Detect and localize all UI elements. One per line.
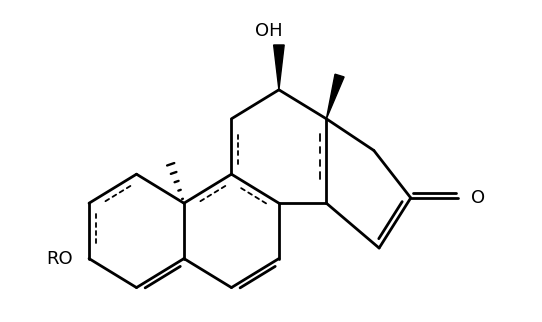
Text: OH: OH	[255, 22, 282, 40]
Text: O: O	[472, 189, 486, 207]
Text: RO: RO	[47, 250, 73, 268]
Polygon shape	[326, 74, 344, 119]
Polygon shape	[274, 45, 284, 90]
